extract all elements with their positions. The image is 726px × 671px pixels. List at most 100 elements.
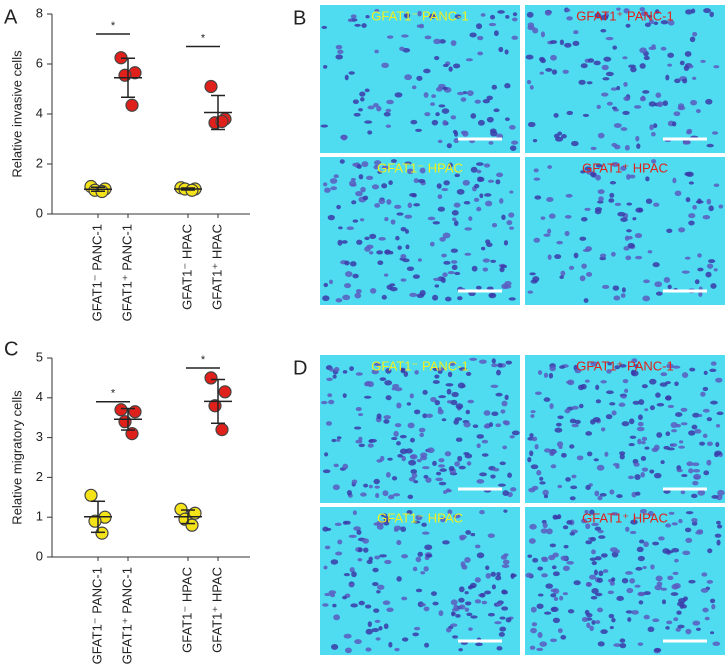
cell bbox=[438, 610, 444, 617]
cell bbox=[528, 487, 536, 493]
cell bbox=[634, 474, 641, 480]
cell bbox=[595, 592, 603, 597]
cell bbox=[362, 538, 370, 544]
cell bbox=[633, 462, 640, 467]
cell bbox=[547, 228, 552, 234]
cell bbox=[671, 522, 678, 526]
cell bbox=[447, 371, 453, 378]
cell bbox=[525, 54, 534, 60]
cell bbox=[564, 42, 572, 48]
cell bbox=[333, 366, 340, 373]
cell bbox=[373, 362, 382, 367]
cell bbox=[672, 365, 681, 369]
cell bbox=[504, 83, 511, 89]
cell bbox=[566, 520, 573, 525]
cell bbox=[445, 488, 451, 493]
cell bbox=[437, 139, 443, 144]
cell bbox=[381, 165, 389, 170]
cell bbox=[525, 572, 533, 578]
cell bbox=[333, 463, 339, 468]
cell bbox=[394, 423, 402, 428]
cell bbox=[379, 554, 387, 558]
cell bbox=[474, 577, 481, 583]
cell bbox=[550, 593, 557, 598]
cell bbox=[368, 484, 373, 489]
cell bbox=[535, 391, 542, 395]
cell bbox=[335, 54, 343, 60]
cell bbox=[713, 268, 718, 272]
cell bbox=[710, 400, 718, 405]
cell bbox=[459, 604, 466, 610]
cell bbox=[359, 218, 365, 222]
cell bbox=[457, 382, 466, 389]
cell bbox=[567, 609, 575, 614]
cell bbox=[464, 252, 472, 256]
cell bbox=[399, 434, 407, 439]
cell bbox=[409, 393, 414, 399]
cell bbox=[550, 54, 557, 61]
cell bbox=[354, 639, 362, 645]
cell bbox=[559, 275, 564, 279]
data-point bbox=[125, 98, 139, 112]
cell bbox=[589, 625, 594, 632]
cell bbox=[508, 212, 515, 218]
cell bbox=[484, 193, 492, 197]
cell bbox=[479, 592, 486, 598]
cell bbox=[409, 454, 417, 459]
cell bbox=[472, 424, 479, 428]
cell bbox=[579, 236, 587, 241]
cell bbox=[692, 620, 701, 626]
cell bbox=[632, 400, 640, 405]
cell bbox=[423, 68, 431, 74]
cell bbox=[670, 443, 678, 447]
cell bbox=[635, 566, 643, 571]
cell bbox=[394, 92, 403, 98]
data-point bbox=[204, 79, 218, 94]
cell bbox=[666, 620, 673, 625]
cell bbox=[419, 167, 426, 174]
cell bbox=[464, 591, 469, 595]
cell bbox=[476, 206, 482, 212]
cell bbox=[376, 590, 381, 594]
cell bbox=[439, 468, 447, 472]
cell bbox=[555, 422, 562, 427]
cell bbox=[476, 443, 481, 449]
cell bbox=[609, 547, 618, 553]
cell bbox=[585, 431, 593, 436]
cell bbox=[695, 108, 701, 114]
cell bbox=[444, 296, 452, 302]
y-tick-label: 0 bbox=[36, 205, 43, 220]
cell bbox=[681, 372, 689, 378]
cell bbox=[453, 137, 460, 144]
cell bbox=[441, 188, 449, 192]
cell bbox=[550, 606, 559, 613]
cell bbox=[584, 379, 590, 383]
cell bbox=[487, 612, 495, 617]
cell bbox=[593, 569, 598, 576]
cell bbox=[653, 444, 660, 451]
cell bbox=[434, 400, 441, 406]
cell bbox=[332, 484, 340, 491]
cell bbox=[659, 382, 668, 387]
cell bbox=[586, 451, 593, 457]
cell bbox=[490, 14, 496, 20]
cell bbox=[332, 374, 337, 379]
cell bbox=[342, 294, 351, 301]
cell bbox=[628, 64, 636, 68]
cell bbox=[442, 232, 451, 239]
cell bbox=[643, 614, 650, 620]
cell bbox=[496, 172, 504, 178]
cell bbox=[584, 509, 589, 514]
cell bbox=[580, 63, 588, 69]
cell bbox=[487, 179, 495, 183]
cell bbox=[677, 106, 686, 111]
significance-label: * bbox=[111, 388, 116, 400]
cell bbox=[685, 197, 691, 203]
cell bbox=[399, 46, 405, 51]
cell bbox=[621, 287, 626, 293]
y-tick-label: 1 bbox=[36, 509, 43, 524]
cell bbox=[407, 422, 415, 429]
cell bbox=[649, 124, 654, 131]
cell bbox=[532, 138, 538, 143]
cell bbox=[628, 443, 635, 447]
